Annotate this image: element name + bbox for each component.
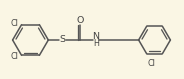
Text: Cl: Cl xyxy=(148,59,155,68)
Text: N: N xyxy=(93,32,100,41)
Text: O: O xyxy=(76,16,84,25)
Text: Cl: Cl xyxy=(11,52,19,61)
Text: H: H xyxy=(93,39,99,48)
Text: S: S xyxy=(59,35,65,44)
Text: Cl: Cl xyxy=(11,19,19,28)
